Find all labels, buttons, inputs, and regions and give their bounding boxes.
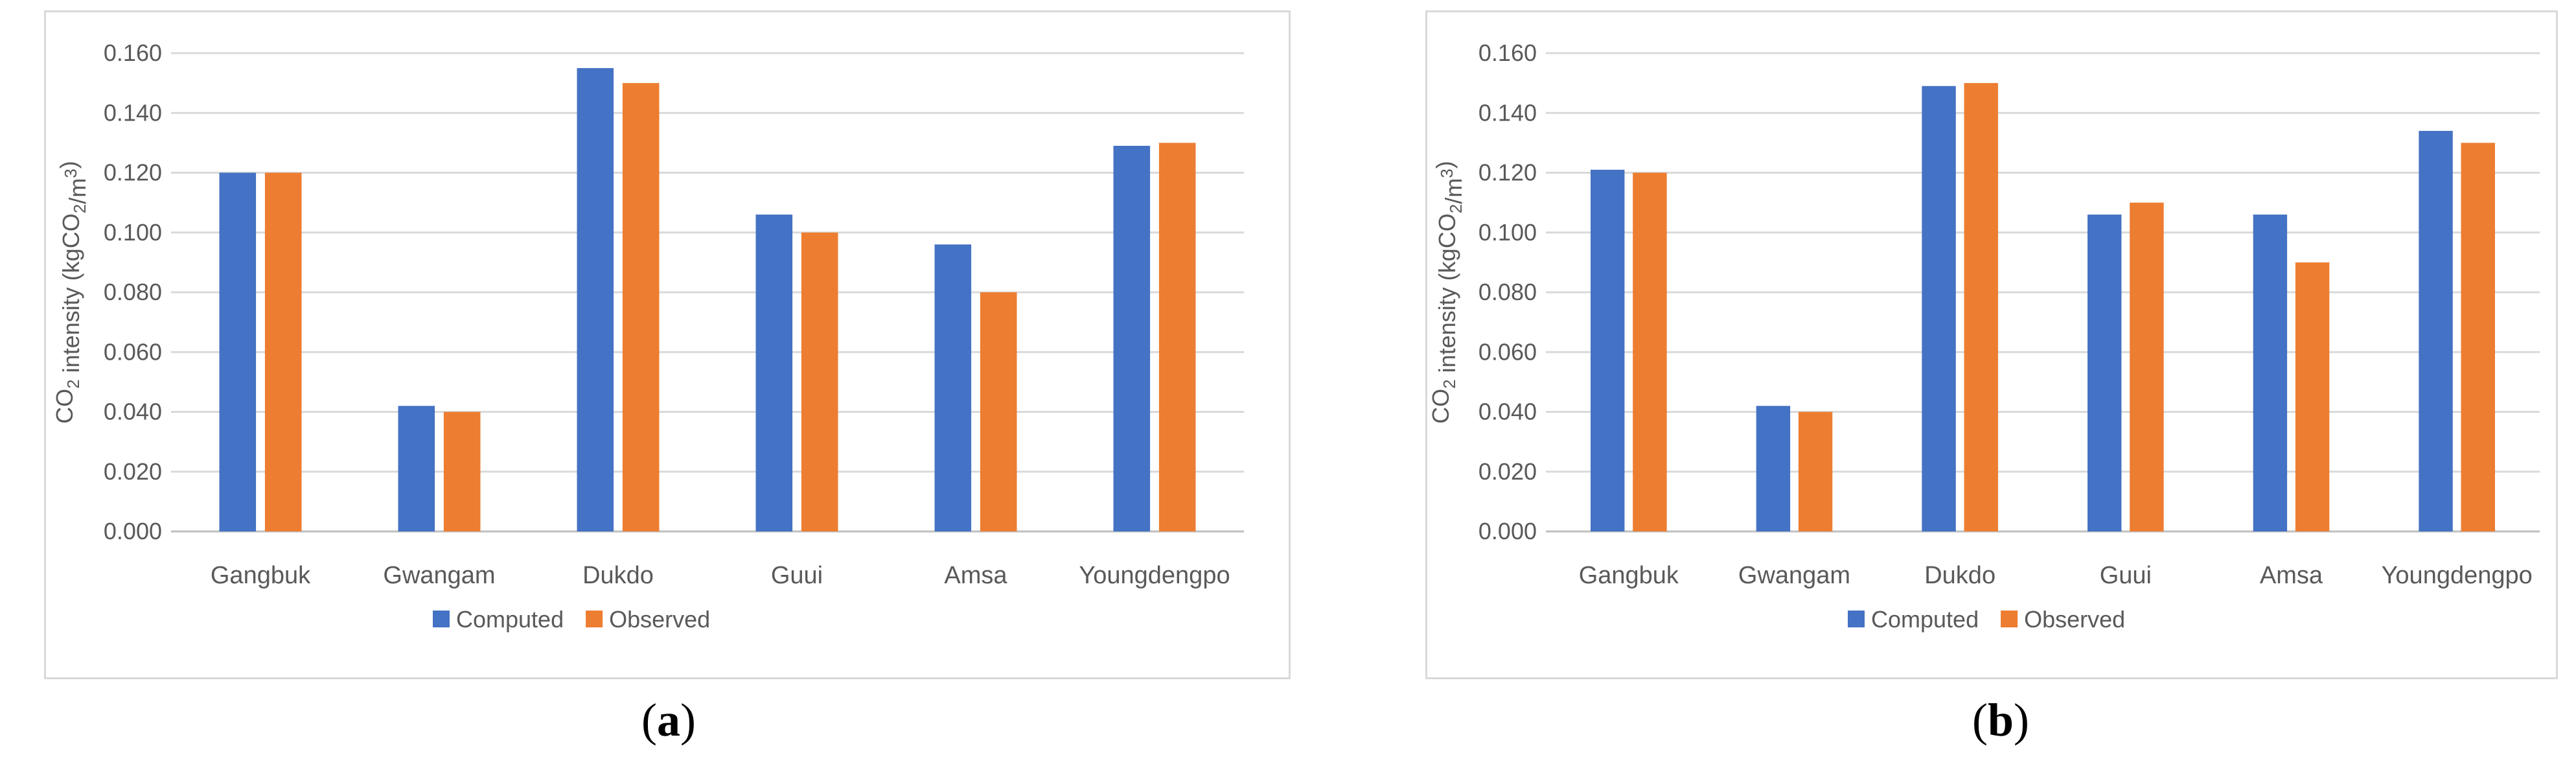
bar-computed-gwangam [1756,406,1791,531]
bar-computed-guui [2087,215,2122,531]
caption-b: (b) [1972,694,2030,746]
y-axis-label-part: 2 [1446,204,1466,213]
chart-b: 0.000 0.020 0.040 0.060 0.080 0.100 0.120 0.140… [1427,40,2540,633]
bar-observed-gangbuk [1633,172,1667,531]
y-tick-label: 0.100 [1478,219,1537,246]
bar-computed-dukdo [1922,86,1956,532]
x-category-label: Dukdo [582,562,654,589]
bar-computed-amsa [934,244,972,531]
chart-a: 0.000 0.020 0.040 0.060 0.080 0.100 0.120 0.140… [51,40,1244,633]
y-axis-label-part: ) [55,161,82,169]
y-tick-label: 0.040 [104,399,162,425]
y-axis-label-part: CO [51,389,78,424]
y-axis-label-part: 2 [63,379,83,388]
y-tick-label: 0.080 [1478,279,1537,305]
y-tick-label: 0.160 [104,40,162,66]
y-tick-label: 0.120 [104,159,162,186]
y-axis-label-part: 3 [1437,169,1456,178]
x-category-label: Gangbuk [211,562,311,589]
y-tick-label: 0.020 [104,458,162,485]
x-category-label: Amsa [2260,562,2323,589]
caption-a-letter: a [656,694,680,746]
y-axis-label-part: /m [1440,178,1467,204]
y-axis-label-part: 2 [1440,379,1459,388]
y-axis-label: CO2 intensity (kgCO2/m3) [51,161,91,423]
legend-swatch-observed [2001,611,2018,627]
y-tick-label: 0.020 [1478,458,1537,485]
x-category-label: Youngdengpo [2382,562,2533,589]
x-category-label: Gwangam [1738,562,1850,589]
bar-computed-dukdo [577,68,614,531]
legend-label-computed: Computed [456,606,564,633]
bar-observed-guui [801,232,838,531]
y-axis-label: CO2 intensity (kgCO2/m3) [1427,161,1467,423]
bar-observed-gwangam [1798,412,1833,531]
y-tick-label: 0.040 [1478,399,1537,425]
legend-swatch-computed [433,611,450,627]
x-category-label: Guui [2100,562,2152,589]
bar-observed-youngdengpo [2461,143,2495,531]
bar-observed-dukdo [622,83,660,531]
x-category-label: Dukdo [1924,562,1995,589]
x-category-label: Gangbuk [1579,562,1679,589]
bar-observed-gwangam [443,412,481,531]
bar-computed-youngdengpo [1113,145,1151,532]
bar-computed-gangbuk [219,172,257,531]
y-tick-label: 0.140 [104,99,162,126]
y-tick-label: 0.140 [1478,99,1537,126]
x-category-label: Gwangam [383,562,495,589]
legend-label-observed: Observed [609,606,710,633]
bar-observed-dukdo [1964,83,1998,531]
caption-b-letter: b [1987,694,2014,746]
bar-computed-youngdengpo [2419,130,2453,532]
x-category-label: Youngdengpo [1079,562,1230,589]
bar-observed-gangbuk [264,172,302,531]
legend-swatch-computed [1848,611,1865,627]
bar-computed-gwangam [398,406,435,531]
y-tick-label: 0.000 [104,518,162,544]
caption-a: (a) [641,694,696,746]
y-tick-label: 0.160 [1478,40,1537,66]
y-tick-label: 0.060 [1478,338,1537,365]
bar-observed-amsa [2295,262,2330,531]
bar-observed-guui [2130,202,2164,531]
bar-observed-amsa [980,292,1017,531]
y-axis-label-part: 3 [61,169,80,178]
bar-observed-youngdengpo [1158,143,1196,531]
x-category-label: Guui [771,562,823,589]
bar-computed-guui [755,215,793,531]
y-axis-label-part: /m [64,178,91,204]
y-axis-label-part: ) [1431,161,1458,169]
legend-label-computed: Computed [1871,606,1979,633]
legend-label-observed: Observed [2024,606,2125,633]
y-axis-label-part: intensity (kgCO [1434,213,1460,379]
x-category-label: Amsa [944,562,1007,589]
y-tick-label: 0.100 [104,219,162,246]
y-tick-label: 0.120 [1478,159,1537,186]
legend-swatch-observed [586,611,603,627]
y-axis-label-part: intensity (kgCO [58,213,84,379]
bar-computed-amsa [2253,215,2288,531]
y-axis-label-part: 2 [70,204,89,213]
y-tick-label: 0.080 [104,279,162,305]
y-axis-label-part: CO [1427,389,1454,424]
y-tick-label: 0.060 [104,338,162,365]
bar-computed-gangbuk [1591,169,1625,531]
y-tick-label: 0.000 [1478,518,1537,544]
